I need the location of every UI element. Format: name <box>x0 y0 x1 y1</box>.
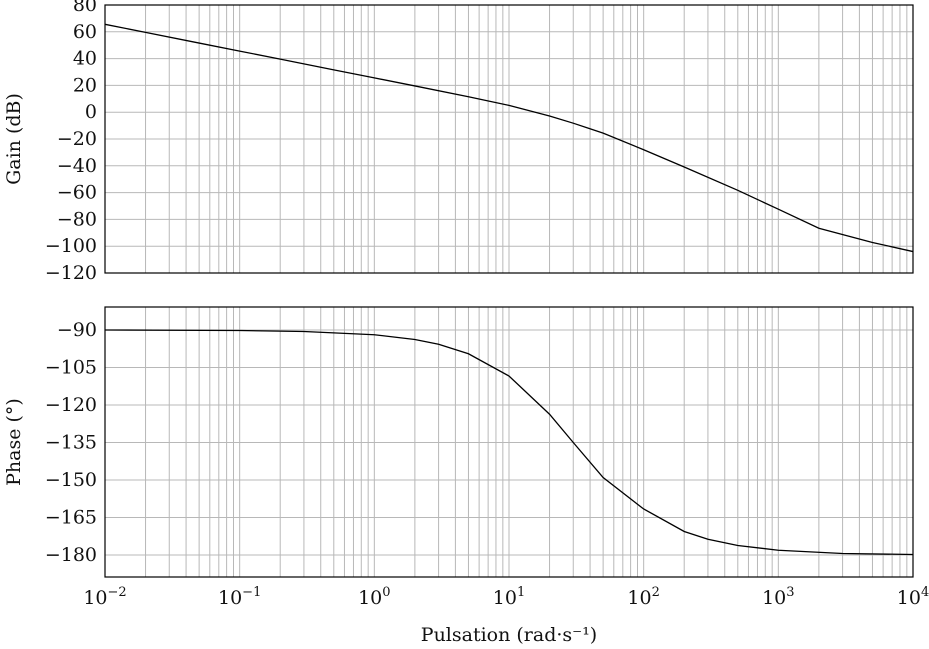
gain-ytick-label: −60 <box>57 182 97 204</box>
gain-ytick-label: 20 <box>73 74 97 96</box>
phase-ytick-label: −165 <box>45 507 97 529</box>
xtick-base: 10 <box>83 587 107 609</box>
xtick-exponent: 2 <box>652 585 660 600</box>
xtick-base: 10 <box>493 587 517 609</box>
xtick-label: 103 <box>762 585 794 609</box>
gain-curve <box>104 23 914 253</box>
xtick-exponent: 1 <box>517 585 525 600</box>
phase-grid <box>104 307 914 577</box>
xtick-label: 101 <box>493 585 525 609</box>
gain-ytick-label: 0 <box>85 101 97 123</box>
gain-grid <box>104 4 914 274</box>
phase-panel: −90 −105 −120 −135 −150 −165 −180 Phase (°) <box>3 306 914 578</box>
xtick-exponent: 0 <box>382 585 390 600</box>
phase-ytick-label: −105 <box>45 357 97 379</box>
phase-ytick-label: −180 <box>45 544 97 566</box>
xtick-exponent: −2 <box>108 585 127 600</box>
phase-frame <box>104 306 914 578</box>
gain-ytick-label: −20 <box>57 128 97 150</box>
gain-ytick-label: 60 <box>73 21 97 43</box>
gain-ytick-label: −100 <box>45 235 97 257</box>
xtick-label: 100 <box>358 585 390 609</box>
gain-ytick-label: −40 <box>57 155 97 177</box>
phase-ytick-label: −90 <box>57 319 97 341</box>
phase-ylabel: Phase (°) <box>3 398 25 486</box>
xtick-label: 104 <box>897 585 929 609</box>
xtick-label: 10−2 <box>83 585 126 609</box>
xtick-exponent: −1 <box>242 585 261 600</box>
phase-ytick-label: −150 <box>45 469 97 491</box>
gain-ytick-label: −120 <box>45 262 97 284</box>
xtick-base: 10 <box>897 587 921 609</box>
xtick-exponent: 4 <box>921 585 929 600</box>
phase-curve <box>104 329 914 556</box>
phase-ytick-label: −120 <box>45 394 97 416</box>
x-axis-title: Pulsation (rad·s⁻¹) <box>421 624 597 646</box>
phase-ytick-label: −135 <box>45 432 97 454</box>
xtick-base: 10 <box>627 587 651 609</box>
gain-panel: 80 60 40 20 0 −20 −40 −60 −80 −100 −120 Gain (dB) <box>3 0 914 284</box>
xtick-label: 102 <box>627 585 659 609</box>
gain-frame <box>104 4 914 274</box>
gain-ytick-label: −80 <box>57 208 97 230</box>
xtick-base: 10 <box>218 587 242 609</box>
xtick-base: 10 <box>762 587 786 609</box>
xtick-exponent: 3 <box>786 585 794 600</box>
xtick-label: 10−1 <box>218 585 261 609</box>
gain-ylabel: Gain (dB) <box>3 93 25 185</box>
gain-ytick-label: 80 <box>73 0 97 16</box>
gain-ytick-label: 40 <box>73 48 97 70</box>
xtick-base: 10 <box>358 587 382 609</box>
